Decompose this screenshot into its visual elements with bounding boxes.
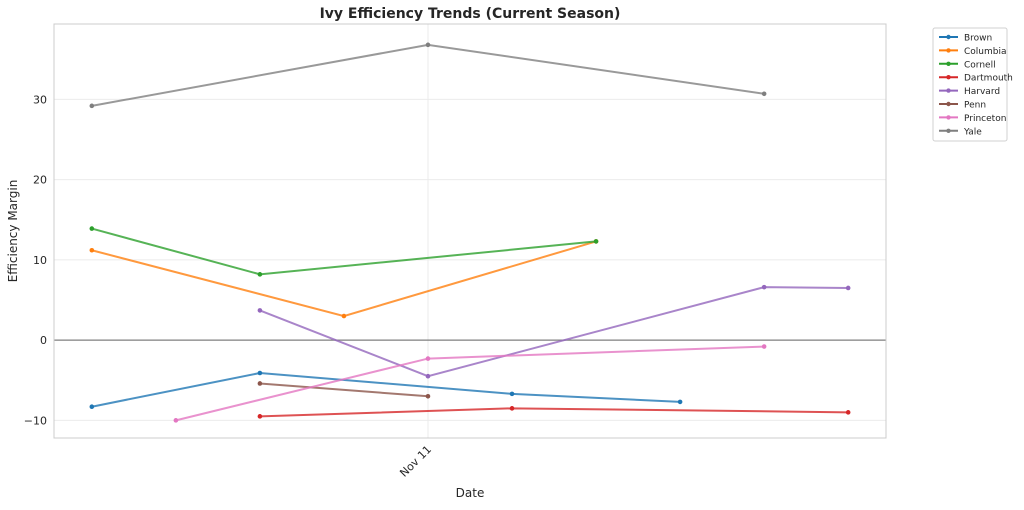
data-point — [173, 418, 179, 423]
legend-label: Harvard — [964, 87, 1000, 97]
series-line — [91, 372, 681, 408]
x-tick-label: Nov 11 — [397, 443, 434, 480]
data-point — [425, 373, 431, 379]
series-dartmouth — [257, 406, 851, 419]
data-point — [425, 356, 431, 361]
legend-label: Princeton — [964, 114, 1006, 124]
series-princeton — [173, 344, 767, 423]
data-point — [425, 393, 431, 399]
legend-label: Dartmouth — [964, 74, 1013, 84]
series-columbia — [89, 239, 599, 319]
data-point — [341, 313, 347, 319]
data-point — [761, 284, 767, 290]
legend-item: Columbia — [939, 47, 1007, 57]
data-point — [89, 404, 95, 410]
legend-label: Columbia — [964, 47, 1007, 57]
legend-marker — [946, 34, 951, 40]
legend-label: Yale — [963, 127, 982, 137]
legend-marker — [946, 101, 951, 107]
y-tick-label: −10 — [24, 414, 47, 427]
data-point — [89, 247, 95, 253]
series-brown — [89, 370, 683, 410]
data-point — [89, 226, 95, 231]
data-point — [89, 103, 95, 109]
y-axis-label: Efficiency Margin — [6, 180, 20, 283]
legend-marker — [946, 128, 951, 133]
grid — [54, 24, 886, 438]
data-point — [425, 42, 431, 48]
data-point — [845, 285, 851, 291]
data-point — [845, 410, 851, 415]
series-yale — [89, 42, 767, 109]
series-harvard — [257, 284, 851, 379]
data-point — [677, 399, 683, 405]
legend-item: Cornell — [939, 60, 996, 70]
legend-item: Brown — [939, 34, 992, 44]
data-point — [257, 370, 263, 376]
legend-marker — [946, 48, 951, 53]
legend-marker — [946, 75, 951, 80]
series-line — [259, 286, 849, 378]
legend-item: Yale — [939, 127, 982, 137]
data-point — [257, 414, 263, 419]
legend-item: Harvard — [939, 87, 1000, 97]
legend-box — [932, 27, 1008, 142]
legend-marker — [946, 61, 951, 66]
plot-area-frame — [53, 23, 887, 439]
series-penn — [257, 381, 431, 399]
y-axis: −10 0 10 20 30 — [24, 93, 47, 427]
series-lines — [89, 42, 851, 423]
series-line — [91, 227, 597, 276]
data-point — [509, 406, 515, 411]
chart-title: Ivy Efficiency Trends (Current Season) — [320, 6, 621, 22]
legend-label: Cornell — [964, 60, 996, 70]
y-tick-label: 20 — [33, 174, 47, 187]
x-axis-label: Date — [456, 486, 485, 500]
data-point — [257, 381, 263, 386]
data-point — [257, 308, 263, 313]
y-tick-label: 0 — [40, 334, 47, 347]
legend-item: Princeton — [939, 114, 1006, 124]
legend-marker — [946, 115, 951, 120]
legend-marker — [946, 88, 951, 93]
y-tick-label: 30 — [33, 93, 47, 106]
data-point — [761, 91, 767, 97]
series-line — [259, 382, 429, 398]
data-point — [509, 391, 515, 397]
legend-item: Dartmouth — [939, 74, 1013, 84]
series-cornell — [89, 226, 599, 277]
data-point — [257, 272, 263, 277]
legend-label: Penn — [964, 101, 986, 111]
data-point — [593, 239, 599, 244]
x-axis: Nov 11 — [397, 443, 434, 480]
legend-label: Brown — [964, 34, 992, 44]
series-line — [259, 407, 849, 418]
data-point — [761, 344, 767, 349]
y-tick-label: 10 — [33, 254, 47, 267]
legend: Brown Columbia Cornell Dartmouth Harvard Penn… — [932, 27, 1013, 142]
legend-item: Penn — [939, 101, 986, 111]
series-line — [91, 240, 597, 318]
